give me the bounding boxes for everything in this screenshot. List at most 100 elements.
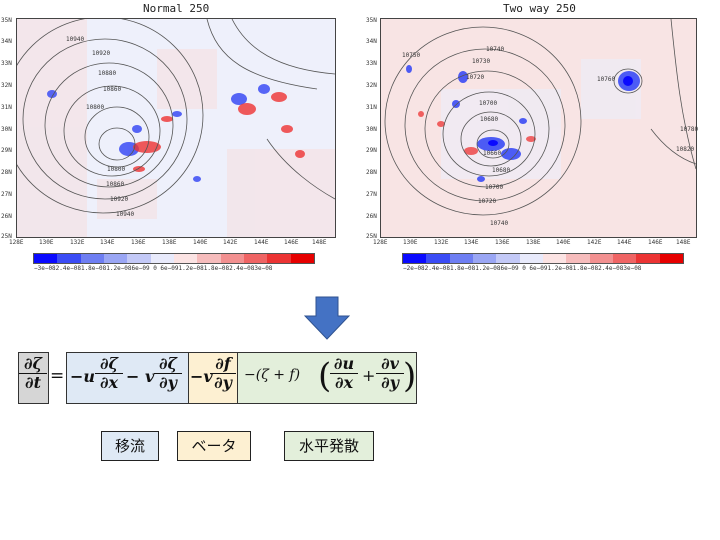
right-map-title: Two way 250 bbox=[503, 2, 576, 15]
colorbar-swatch bbox=[566, 254, 590, 263]
left-colorbar bbox=[33, 253, 315, 264]
contour-label: 10750 bbox=[402, 52, 421, 59]
contour-label: 10860 bbox=[103, 86, 122, 93]
colorbar-swatch bbox=[542, 254, 567, 263]
divergence-label: 水平発散 bbox=[284, 431, 374, 461]
contour-label: 10740 bbox=[490, 220, 509, 227]
divergence-fraction-2: ∂v ∂y bbox=[376, 355, 404, 392]
advection-box bbox=[66, 352, 190, 404]
divergence-box bbox=[237, 352, 417, 404]
colorbar-swatch bbox=[589, 254, 613, 263]
contour-label: 10720 bbox=[466, 74, 485, 81]
divergence-plus: + bbox=[362, 366, 376, 385]
y-tick: 34N bbox=[1, 38, 12, 45]
contour-label: 10760 bbox=[597, 76, 616, 83]
y-tick: 27N bbox=[366, 191, 377, 198]
beta-term-prefix: −v bbox=[190, 367, 213, 386]
contour-label: 10940 bbox=[116, 211, 135, 218]
x-tick: 142E bbox=[587, 239, 602, 246]
contour-label: 10940 bbox=[66, 36, 85, 43]
colorbar-swatch bbox=[472, 254, 497, 263]
right-map-frame bbox=[380, 18, 697, 238]
x-tick: 136E bbox=[495, 239, 510, 246]
lhs-denominator: ∂t bbox=[25, 373, 41, 392]
y-tick: 34N bbox=[366, 38, 377, 45]
contour-label: 10800 bbox=[86, 104, 105, 111]
lhs-fraction: ∂ζ ∂t bbox=[19, 355, 47, 392]
advection-term2-numerator: ∂ζ bbox=[154, 355, 182, 374]
contour-label: 10680 bbox=[492, 167, 511, 174]
contour-label: 10920 bbox=[110, 196, 129, 203]
y-tick: 26N bbox=[1, 213, 12, 220]
y-tick: 26N bbox=[366, 213, 377, 220]
contour-label: 10660 bbox=[483, 150, 502, 157]
colorbar-swatch bbox=[519, 254, 543, 263]
colorbar-swatch bbox=[243, 254, 268, 263]
y-tick: 30N bbox=[366, 126, 377, 133]
divergence-close-paren: ) bbox=[403, 356, 417, 396]
contour-label: 10740 bbox=[486, 46, 505, 53]
x-tick: 138E bbox=[162, 239, 177, 246]
x-tick: 140E bbox=[193, 239, 208, 246]
divergence-term-prefix: −(ζ + f) bbox=[244, 367, 301, 383]
contour-label: 10880 bbox=[98, 70, 117, 77]
beta-label: ベータ bbox=[177, 431, 251, 461]
colorbar-swatch bbox=[496, 254, 520, 263]
y-tick: 27N bbox=[1, 191, 12, 198]
y-tick: 25N bbox=[366, 233, 377, 240]
contour-label: 10920 bbox=[92, 50, 111, 57]
beta-term-numerator: ∂f bbox=[210, 355, 236, 374]
contour-label: 10860 bbox=[106, 181, 125, 188]
x-tick: 134E bbox=[464, 239, 479, 246]
advection-term1-denominator: ∂x bbox=[99, 373, 119, 392]
lhs-box bbox=[18, 352, 49, 404]
colorbar-swatch bbox=[173, 254, 198, 263]
advection-term1-numerator: ∂ζ bbox=[95, 355, 123, 374]
x-tick: 144E bbox=[617, 239, 632, 246]
colorbar-swatch bbox=[426, 254, 450, 263]
colorbar-swatch bbox=[103, 254, 128, 263]
y-tick: 31N bbox=[366, 104, 377, 111]
left-map-title: Normal 250 bbox=[143, 2, 210, 15]
y-tick: 33N bbox=[366, 60, 377, 67]
x-tick: 142E bbox=[223, 239, 238, 246]
beta-term-fraction: ∂f ∂y bbox=[210, 355, 236, 392]
advection-term2-denominator: ∂y bbox=[159, 373, 177, 392]
x-tick: 146E bbox=[648, 239, 663, 246]
contour-label: 10780 bbox=[680, 126, 699, 133]
x-tick: 148E bbox=[676, 239, 691, 246]
beta-term-denominator: ∂y bbox=[214, 373, 232, 392]
divergence-open-paren: ( bbox=[318, 356, 332, 396]
y-tick: 28N bbox=[366, 169, 377, 176]
colorbar-swatch bbox=[80, 254, 104, 263]
colorbar-swatch bbox=[659, 254, 683, 263]
left-colorbar-labels: −3e−082.4e−081.8e−081.2e−086e−09 0 6e−09… bbox=[34, 265, 273, 272]
left-map-frame bbox=[16, 18, 336, 238]
y-tick: 33N bbox=[1, 60, 12, 67]
right-colorbar-labels: −2e−082.4e−081.8e−081.2e−086e−09 0 6e−09… bbox=[403, 265, 642, 272]
divergence-fraction-1: ∂u ∂x bbox=[330, 355, 358, 392]
x-tick: 132E bbox=[434, 239, 449, 246]
x-tick: 148E bbox=[312, 239, 327, 246]
equals-sign: = bbox=[50, 366, 65, 386]
advection-term1-fraction: ∂ζ ∂x bbox=[95, 355, 123, 392]
x-tick: 138E bbox=[526, 239, 541, 246]
x-tick: 132E bbox=[70, 239, 85, 246]
colorbar-swatch bbox=[636, 254, 660, 263]
x-tick: 128E bbox=[373, 239, 388, 246]
colorbar-swatch bbox=[197, 254, 221, 263]
lhs-numerator: ∂ζ bbox=[19, 355, 47, 374]
y-tick: 35N bbox=[1, 17, 12, 24]
contour-label: 10700 bbox=[485, 184, 504, 191]
divergence-denominator-1: ∂x bbox=[334, 373, 354, 392]
colorbar-swatch bbox=[150, 254, 174, 263]
x-tick: 136E bbox=[131, 239, 146, 246]
x-tick: 130E bbox=[403, 239, 418, 246]
y-tick: 35N bbox=[366, 17, 377, 24]
left-map-field bbox=[17, 19, 335, 237]
y-tick: 31N bbox=[1, 104, 12, 111]
x-tick: 140E bbox=[556, 239, 571, 246]
advection-term2-prefix: − v bbox=[126, 367, 155, 386]
colorbar-swatch bbox=[267, 254, 291, 263]
colorbar-swatch bbox=[34, 254, 58, 263]
